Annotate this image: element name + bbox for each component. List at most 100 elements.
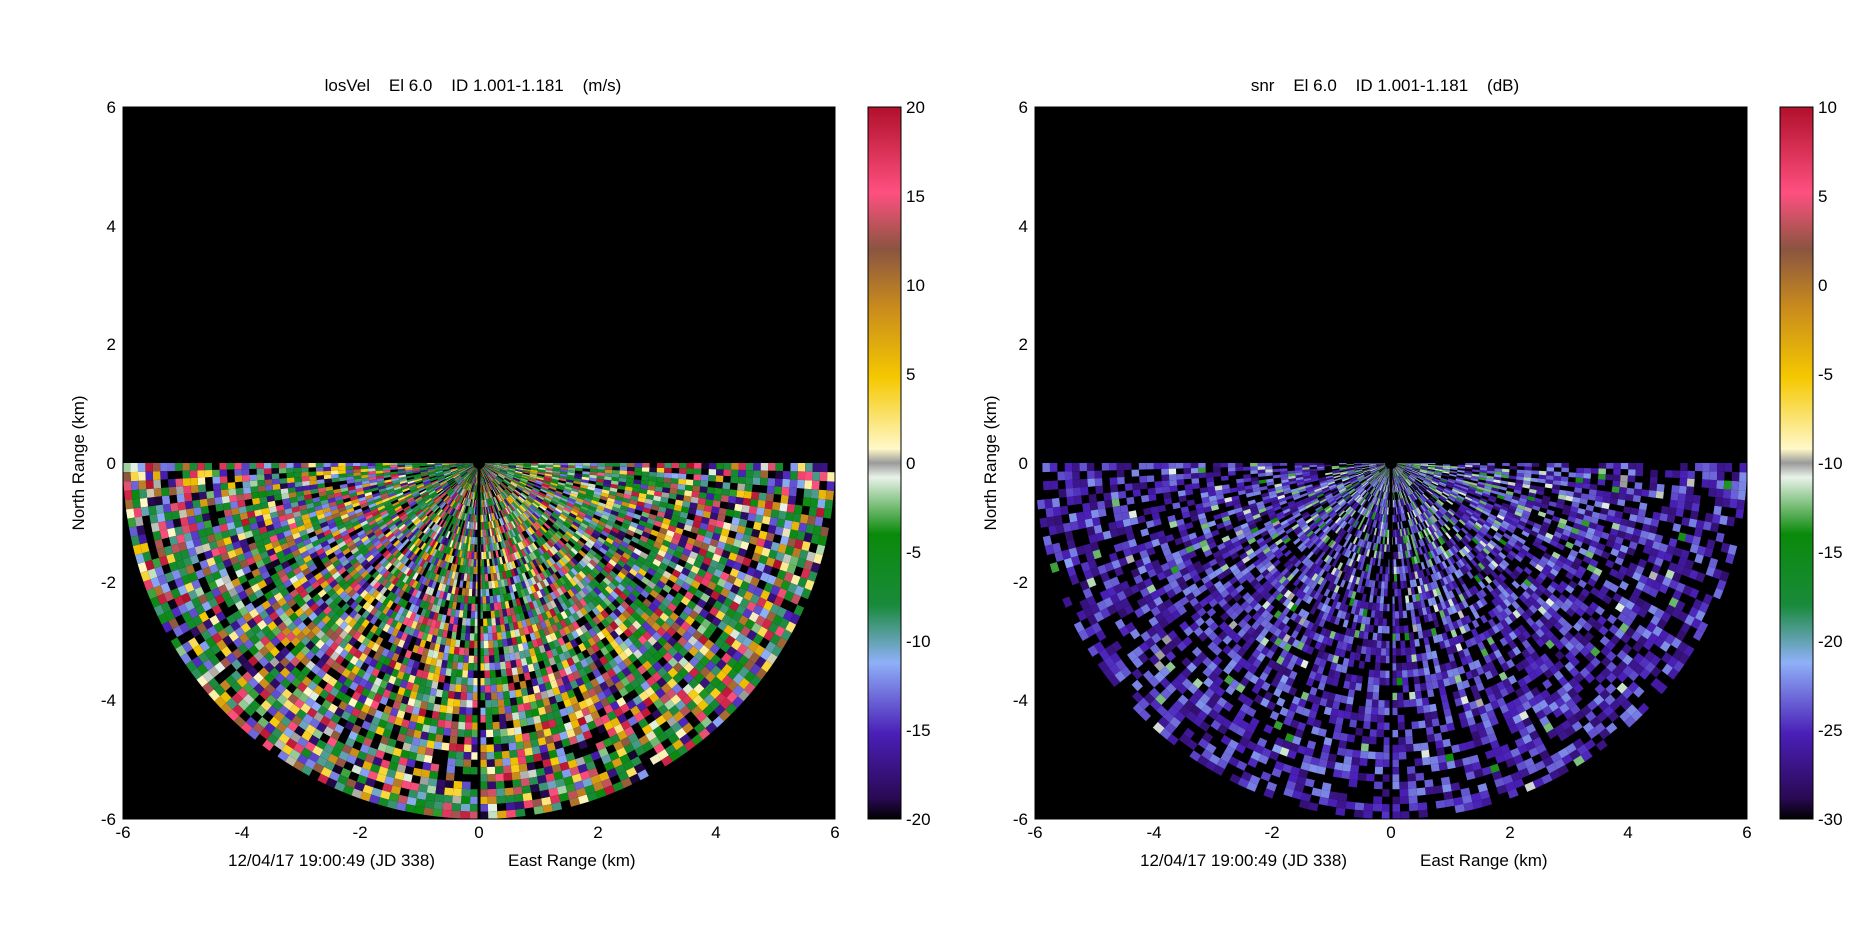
range-gate-cell [456,549,461,558]
range-gate-cell [325,619,336,629]
range-gate-cell [464,474,470,480]
range-gate-cell [287,539,297,548]
range-gate-cell [506,668,513,677]
range-gate-cell [468,551,472,560]
range-gate-cell [461,796,471,804]
range-gate-cell [511,614,518,623]
range-gate-cell [498,526,502,535]
range-gate-cell [268,506,278,514]
range-gate-cell [527,640,534,650]
range-gate-cell [168,617,180,630]
range-gate-cell [456,495,462,503]
range-gate-cell [257,485,266,492]
range-gate-cell [491,528,495,536]
range-gate-cell [365,730,376,740]
range-gate-cell [358,678,368,688]
range-gate-cell [243,487,252,494]
range-gate-cell [153,479,162,489]
range-gate-cell [356,542,365,551]
range-gate-cell [431,494,439,501]
range-gate-cell [769,517,778,527]
range-gate-cell [506,539,511,547]
range-gate-cell [425,497,432,504]
range-gate-cell [323,529,332,537]
range-gate-cell [401,695,410,705]
range-gate-cell [294,481,303,488]
range-gate-cell [365,514,374,521]
range-gate-cell [305,724,317,735]
range-gate-cell [264,590,274,601]
range-gate-cell [397,470,406,474]
range-gate-cell [562,634,570,644]
range-gate-cell [228,631,239,642]
range-gate-cell [351,691,362,701]
range-gate-cell [231,577,242,588]
range-gate-cell [540,690,549,700]
range-gate-cell [482,477,485,485]
range-gate-cell [512,779,522,788]
range-gate-cell [298,692,309,703]
range-gate-cell [275,606,285,617]
range-gate-cell [385,504,394,511]
range-gate-cell [539,588,547,597]
range-gate-cell [355,684,365,695]
range-gate-cell [380,790,391,800]
range-gate-cell [456,669,463,678]
range-gate-cell [448,507,453,515]
range-gate-cell [333,492,342,498]
range-gate-cell [579,633,588,643]
range-gate-cell [394,587,402,596]
range-gate-cell [439,621,446,630]
range-gate-cell [649,736,661,748]
range-gate-cell [348,697,358,708]
range-gate-cell [341,558,350,567]
range-gate-cell [293,472,302,478]
range-gate-cell [578,794,589,805]
range-gate-cell [462,558,467,566]
range-gate-cell [483,618,488,627]
range-gate-cell [395,579,403,588]
range-gate-cell [287,517,296,525]
range-gate-cell [345,472,354,477]
range-gate-cell [405,520,413,528]
range-gate-cell [512,719,521,728]
range-gate-cell [522,642,529,651]
range-gate-cell [360,535,369,543]
range-gate-cell [402,617,410,626]
range-gate-cell [526,562,533,571]
range-gate-cell [201,543,211,553]
range-gate-cell [485,581,489,589]
range-gate-cell [367,463,376,466]
range-gate-cell [310,644,320,655]
range-gate-cell [512,575,518,584]
range-gate-cell [463,490,468,498]
range-gate-cell [264,473,272,480]
range-gate-cell [509,690,517,699]
range-gate-cell [341,744,353,755]
range-gate-cell [301,513,310,521]
range-gate-cell [442,466,450,468]
range-gate-cell [302,480,310,487]
range-gate-cell [316,513,326,520]
range-gate-cell [460,692,467,700]
range-gate-cell [448,600,454,609]
range-gate-cell [244,705,256,717]
range-gate-cell [313,501,322,508]
range-gate-cell [396,709,406,719]
range-gate-cell [507,569,513,578]
range-gate-cell [434,525,441,533]
range-gate-cell [439,511,446,518]
range-gate-cell [466,536,470,544]
range-gate-cell [531,708,540,717]
range-gate-cell [228,488,237,496]
range-gate-cell [379,696,389,706]
range-gate-cell [456,503,461,511]
range-gate-cell [442,468,450,471]
range-gate-cell [290,562,300,571]
range-gate-cell [487,566,491,574]
range-gate-cell [456,463,465,465]
range-gate-cell [424,747,434,756]
range-gate-cell [408,720,417,730]
range-gate-cell [280,636,291,647]
